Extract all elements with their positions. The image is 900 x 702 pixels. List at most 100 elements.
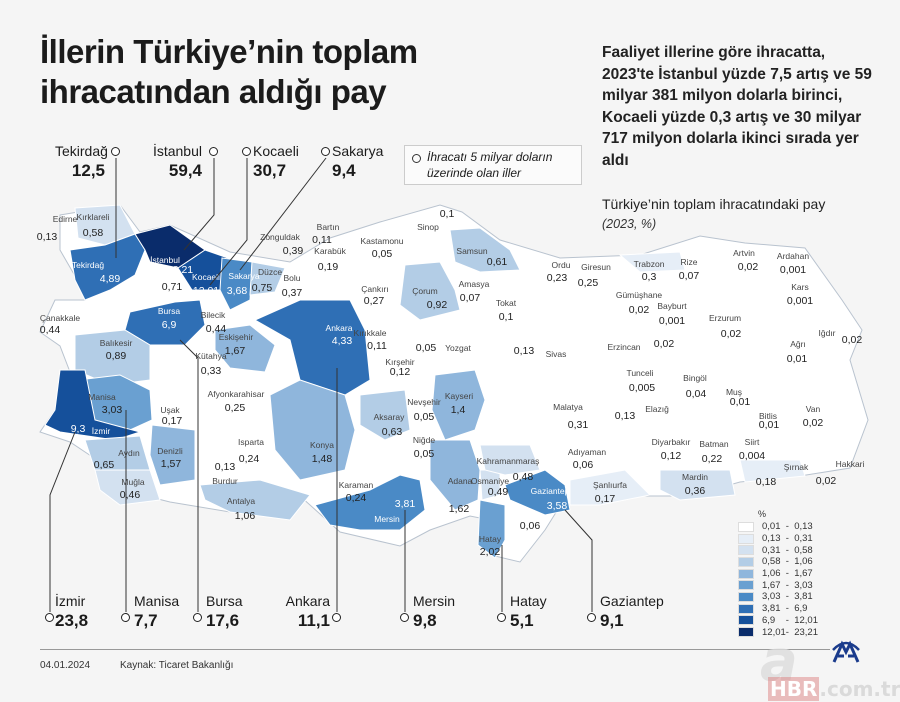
watermark-text: HBR .com.tr [768, 677, 900, 701]
callout-name: İstanbul [152, 143, 202, 159]
province-ordu [518, 261, 586, 291]
province-name: Gümüşhane [616, 290, 663, 300]
legend-label: 1,06 - 1,67 [762, 568, 813, 580]
province-name: Trabzon [634, 259, 665, 269]
province-name: İzmir [92, 426, 111, 436]
province-name: Erzurum [709, 313, 741, 323]
province-name: Amasya [459, 279, 490, 289]
province-value: 0,05 [372, 248, 393, 260]
province-value: 0,07 [460, 292, 481, 304]
province-value: 0,12 [661, 450, 682, 462]
province-value: 1,06 [235, 510, 256, 522]
province-name: Denizli [157, 446, 183, 456]
legend-swatch [738, 615, 754, 626]
province-name: Karaman [339, 480, 374, 490]
province-value: 0,58 [83, 227, 104, 239]
callout-dot [587, 613, 596, 622]
callout-name: Gaziantep [600, 593, 664, 609]
province-value: 0,01 [787, 353, 808, 365]
province-name: Bayburt [657, 301, 687, 311]
province-sirnak [739, 459, 806, 483]
callout-name: Bursa [206, 593, 243, 609]
province-name: Eskişehir [219, 332, 254, 342]
callout-name: Tekirdağ [55, 143, 108, 159]
callout-value: 23,8 [55, 611, 89, 630]
province-value: 0,1 [440, 208, 455, 220]
province-name: Antalya [227, 496, 256, 506]
province-kayseri [431, 369, 486, 441]
legend-label: 6,9 - 12,01 [762, 614, 818, 626]
province-duzce [249, 261, 286, 296]
province-name: Bolu [283, 273, 300, 283]
callout-value: 11,1 [297, 611, 330, 630]
callout-line-bursa [179, 339, 199, 612]
province-value: 0,61 [487, 256, 508, 268]
province-value: 0,17 [162, 415, 183, 427]
map-title: Türkiye’nin toplam ihracatındaki pay [602, 196, 826, 212]
province-hatay [477, 499, 506, 559]
callout-tekirdag: Tekirdağ 12,5 [55, 143, 108, 181]
province-value: 0,11 [367, 340, 387, 352]
callout-name: İzmir [55, 593, 86, 609]
note-box: İhracatı 5 milyar doların üzerinde olan … [404, 145, 582, 185]
province-value: 0,02 [721, 328, 742, 340]
legend-swatch [738, 580, 754, 591]
callout-dot [242, 147, 251, 156]
province-name: Karabük [314, 246, 346, 256]
callout-sakarya: Sakarya 9,4 [332, 143, 383, 181]
province-name: Ardahan [777, 251, 809, 261]
province-name: Kütahya [195, 351, 226, 361]
province-giresun [574, 259, 626, 301]
callout-value: 5,1 [510, 611, 534, 630]
province-name: Çankırı [361, 284, 388, 294]
callout-izmir: İzmir 23,8 [55, 593, 88, 631]
province-konya [269, 379, 356, 481]
province-name: Diyarbakır [652, 437, 691, 447]
province-value: 12,01 [193, 285, 219, 297]
province-value: 0,13 [615, 410, 636, 422]
province-value: 0,19 [318, 261, 339, 273]
callout-value: 9,4 [332, 161, 356, 180]
map-subtitle: (2023, %) [602, 217, 657, 231]
callout-dot [497, 613, 506, 622]
province-name: Iğdır [818, 328, 835, 338]
province-value: 1,4 [451, 404, 466, 416]
callout-name: Sakarya [332, 143, 384, 159]
legend-swatch [738, 627, 754, 638]
province-value: 0,01 [759, 419, 780, 431]
province-value: 0,1 [499, 311, 514, 323]
province-name: Kırklareli [76, 212, 109, 222]
province-name: Muğla [121, 477, 144, 487]
province-name: Bartın [317, 222, 340, 232]
legend-label: 0,31 - 0,58 [762, 544, 813, 556]
province-value: 0,005 [629, 382, 655, 394]
province-trabzon [618, 251, 686, 273]
province-value: 0,18 [756, 476, 777, 488]
province-value: 0,37 [282, 287, 303, 299]
province-name: Balıkesir [100, 338, 133, 348]
province-name: Bitlis [759, 411, 777, 421]
province-value: 0,02 [816, 475, 837, 487]
province-name: Osmaniye [471, 476, 510, 486]
province-value: 9,3 [71, 423, 86, 435]
page-title: İllerin Türkiye’nin toplam ihracatından … [40, 33, 418, 110]
province-name: Kahramanmaraş [477, 456, 540, 466]
callout-ankara: Ankara 11,1 [280, 593, 330, 631]
province-name: Siirt [745, 437, 760, 447]
province-value: 0,13 [215, 461, 236, 473]
callout-line-gaziantep [564, 509, 593, 612]
province-value: 0,04 [686, 388, 707, 400]
callout-line-kocaeli [209, 158, 248, 286]
province-value: 0,05 [414, 448, 435, 460]
province-shapes [44, 204, 806, 559]
province-value: 0,92 [427, 299, 448, 311]
callout-value: 12,5 [71, 161, 105, 180]
legend-item: 0,31 - 0,58 [738, 544, 818, 556]
province-name: Aydın [118, 448, 140, 458]
callout-value: 59,4 [168, 161, 202, 180]
callout-line-istanbul [183, 158, 215, 251]
province-value: 0,07 [679, 270, 700, 282]
province-adana [429, 439, 481, 511]
province-name: Kayseri [445, 391, 473, 401]
